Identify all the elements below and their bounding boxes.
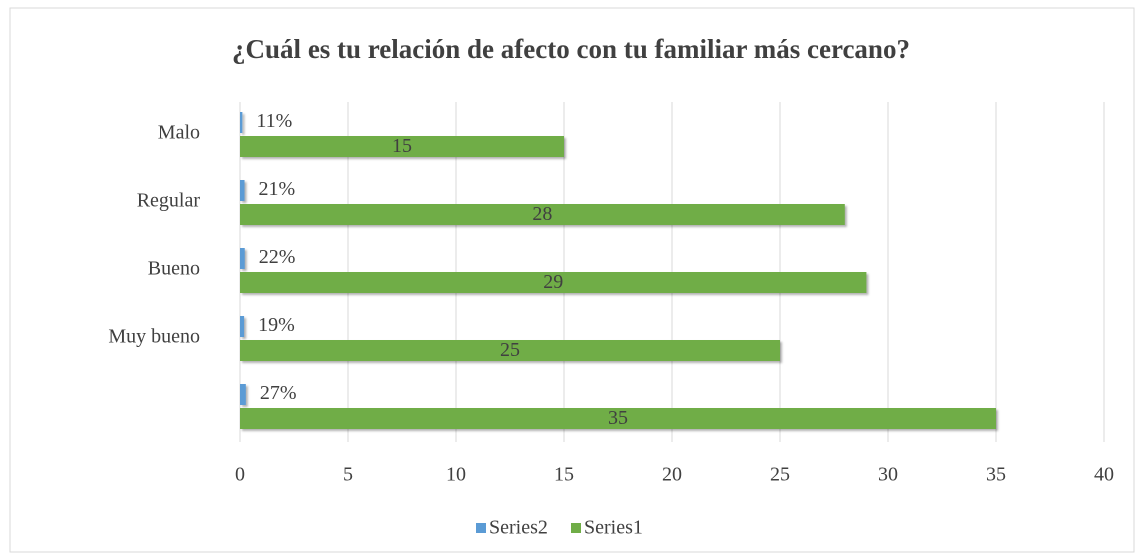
legend-swatch <box>571 523 581 533</box>
x-tick-label: 40 <box>1094 464 1114 486</box>
bar <box>240 340 780 361</box>
bar <box>240 408 996 429</box>
x-tick-label: 0 <box>235 464 245 486</box>
data-label: 28 <box>532 203 552 225</box>
bar <box>240 180 245 201</box>
data-label: 15 <box>392 135 412 157</box>
legend-label: Series2 <box>489 517 548 539</box>
legend-label: Series1 <box>584 517 643 539</box>
x-tick-label: 30 <box>878 464 898 486</box>
data-label: 29 <box>543 271 563 293</box>
x-tick-label: 10 <box>446 464 466 486</box>
y-tick-label: Bueno <box>148 258 200 280</box>
data-label: 19% <box>258 314 295 336</box>
bar <box>240 316 245 337</box>
x-tick-label: 15 <box>554 464 574 486</box>
data-label: 11% <box>256 110 292 132</box>
bar <box>240 112 243 133</box>
bar <box>240 384 246 405</box>
data-label: 27% <box>260 382 297 404</box>
legend-swatch <box>476 523 486 533</box>
bar <box>240 204 845 225</box>
x-tick-label: 35 <box>986 464 1006 486</box>
bar <box>240 272 867 293</box>
data-label: 21% <box>259 178 296 200</box>
y-tick-label: Malo <box>158 122 200 144</box>
data-label: 25 <box>500 339 520 361</box>
data-label: 35 <box>608 407 628 429</box>
y-tick-label: Regular <box>137 190 201 212</box>
bar <box>240 136 564 157</box>
x-tick-label: 25 <box>770 464 790 486</box>
data-label: 22% <box>259 246 296 268</box>
chart-title: ¿Cuál es tu relación de afecto con tu fa… <box>232 34 910 64</box>
y-tick-label: Muy bueno <box>108 326 200 348</box>
x-tick-label: 20 <box>662 464 682 486</box>
bar <box>240 248 245 269</box>
x-tick-label: 5 <box>343 464 353 486</box>
